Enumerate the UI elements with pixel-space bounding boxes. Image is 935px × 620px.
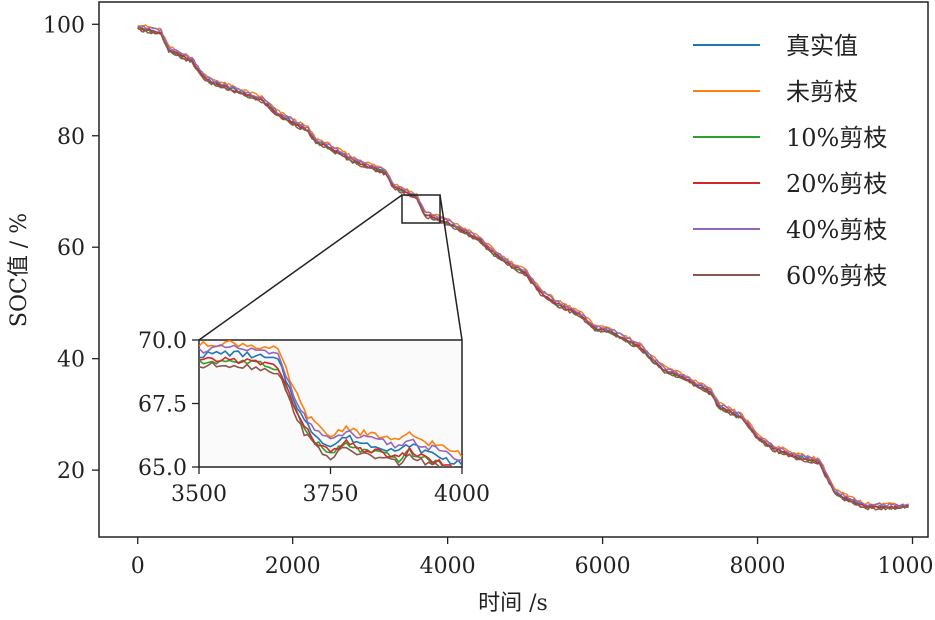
x-tick-label: 2000 [265,554,321,579]
y-tick-label: 40 [57,348,85,373]
inset-series-line-4 [199,344,462,462]
inset-y-tick-label: 65.0 [138,456,187,481]
x-tick-label: 10000 [878,554,935,579]
inset-series-line-1 [199,340,462,458]
inset-lines [199,340,462,467]
series-line-3 [137,26,909,509]
zoom-connector-left [198,194,403,341]
legend-label: 20%剪枝 [786,170,887,198]
y-tick-label: 80 [57,125,85,150]
plot-area [98,1,929,538]
inset-plot: 3500 3750 4000 65.0 67.5 70.0 [138,329,490,507]
inset-series-line-0 [199,350,462,466]
y-axis: 20 40 60 80 100 [43,13,99,484]
y-tick-label: 100 [43,13,85,38]
x-tick-label: 6000 [575,554,631,579]
inset-series-line-5 [199,361,441,467]
series-line-5 [137,27,909,511]
inset-y-tick-label: 70.0 [138,329,187,354]
x-axis-label: 时间 /s [478,591,548,616]
y-axis-label: SOC值 / % [7,213,32,327]
series-line-4 [137,24,909,508]
legend-label: 10%剪枝 [786,124,887,152]
inset-series-line-3 [199,356,453,467]
inset-x-tick-label: 3500 [171,482,227,507]
zoom-box [401,194,441,224]
inset-y-tick-label: 67.5 [138,393,187,418]
inset-x-tick-label: 4000 [434,482,490,507]
x-axis: 0 2000 4000 6000 8000 10000 [131,537,935,579]
inset-frame [198,339,463,468]
series-lines [137,24,909,511]
x-tick-label: 4000 [420,554,476,579]
legend-label: 40%剪枝 [786,216,887,244]
y-tick-label: 60 [57,236,85,261]
zoom-indicator [198,194,463,341]
legend-label: 60%剪枝 [786,262,887,290]
legend-label: 未剪枝 [786,78,858,106]
zoom-connector-right [439,194,463,341]
inset-x-tick-label: 3750 [303,482,359,507]
y-tick-label: 20 [57,459,85,484]
x-tick-label: 8000 [730,554,786,579]
x-tick-label: 0 [131,554,145,579]
legend-label: 真实值 [786,32,858,60]
